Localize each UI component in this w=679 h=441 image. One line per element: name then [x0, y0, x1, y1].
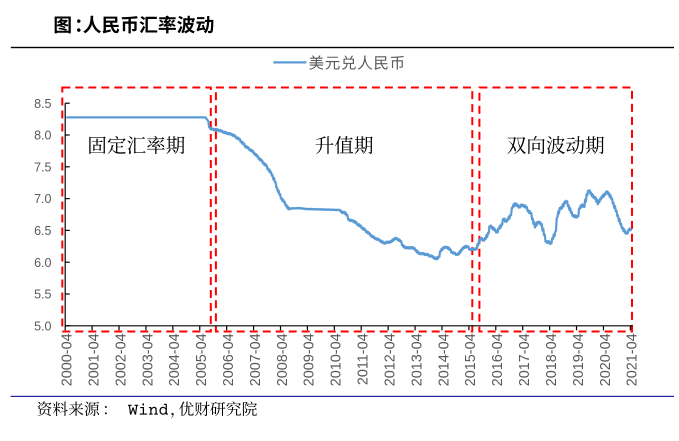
svg-text:2012-04: 2012-04 — [382, 333, 398, 386]
svg-text:2005-04: 2005-04 — [194, 333, 210, 386]
svg-text:7.0: 7.0 — [34, 192, 51, 206]
svg-text:2018-04: 2018-04 — [544, 333, 560, 386]
svg-text:2011-04: 2011-04 — [356, 333, 372, 385]
svg-text:7.5: 7.5 — [34, 160, 51, 174]
svg-text:2009-04: 2009-04 — [302, 333, 318, 386]
svg-text:2000-04: 2000-04 — [60, 333, 76, 386]
svg-text:2004-04: 2004-04 — [167, 333, 183, 386]
svg-text:8.0: 8.0 — [34, 129, 51, 143]
svg-text:8.5: 8.5 — [34, 97, 51, 111]
svg-text:6.5: 6.5 — [34, 224, 51, 238]
svg-text:2010-04: 2010-04 — [329, 333, 345, 386]
svg-text:2001-04: 2001-04 — [86, 333, 102, 386]
svg-text:2008-04: 2008-04 — [275, 333, 291, 386]
svg-text:2020-04: 2020-04 — [598, 333, 614, 386]
svg-text:2015-04: 2015-04 — [463, 333, 479, 386]
svg-text:2006-04: 2006-04 — [221, 333, 237, 386]
svg-text:2017-04: 2017-04 — [517, 333, 533, 386]
svg-text:2013-04: 2013-04 — [409, 333, 425, 386]
svg-text:2007-04: 2007-04 — [248, 333, 264, 386]
svg-text:2019-04: 2019-04 — [571, 333, 587, 386]
svg-text:6.0: 6.0 — [34, 256, 51, 270]
svg-text:2014-04: 2014-04 — [436, 333, 452, 386]
svg-text:2021-04: 2021-04 — [625, 333, 641, 386]
svg-text:2003-04: 2003-04 — [140, 333, 156, 386]
svg-text:5.5: 5.5 — [34, 288, 51, 302]
svg-text:2002-04: 2002-04 — [113, 333, 129, 386]
svg-text:2016-04: 2016-04 — [490, 333, 506, 386]
svg-text:5.0: 5.0 — [34, 319, 51, 333]
